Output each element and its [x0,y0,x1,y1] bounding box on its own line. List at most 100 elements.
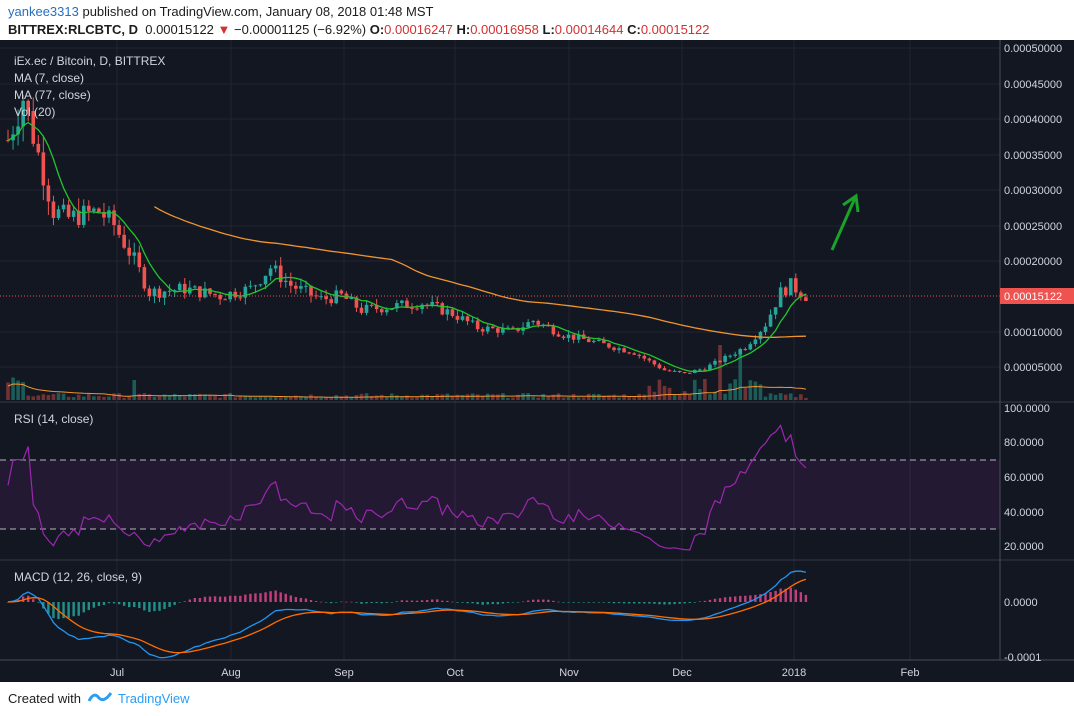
candle-body [213,293,217,295]
candle-body [162,291,167,298]
candle-body [289,280,293,286]
macd-histogram-bar [77,602,80,616]
macd-histogram-bar [804,594,808,602]
macd-axis[interactable]: 0.0000 -0.0001 [1004,597,1041,664]
volume-bar [632,397,636,400]
footer: Created with TradingView [0,682,1074,716]
candle-body [97,208,101,212]
candle-body [526,322,530,328]
time-axis[interactable]: Jul Aug Sep Oct Nov Dec 2018 Feb [110,667,920,679]
volume-bar [16,380,20,400]
macd-histogram-bar [102,602,106,606]
time-axis-label: Sep [334,667,354,679]
candle-body [410,307,414,309]
candle-body [430,301,434,305]
macd-histogram-bar [425,600,429,602]
macd-histogram-bar [254,593,257,602]
macd-histogram-bar [415,600,419,602]
macd-histogram-bar [218,596,222,602]
volume-bar [339,396,344,400]
candle-body [652,360,657,365]
macd-histogram-bar [693,602,696,603]
volume-bar [622,394,626,400]
volume-bar [738,350,743,400]
volume-bar [778,393,783,400]
macd-histogram-bar [67,602,70,619]
volume-bar [66,396,71,400]
tradingview-logo-icon[interactable] [88,689,112,705]
macd-histogram-bar [612,602,616,604]
legend-vol: Vol (20) [14,105,55,119]
macd-histogram-bar [542,599,545,602]
candle-body [799,292,803,298]
volume-bar [657,379,662,400]
macd-histogram-bar [294,597,298,602]
candle-body [506,327,510,329]
candle-body [511,327,515,329]
volume-bar [460,395,465,400]
last-price: 0.00015122 [145,22,214,37]
chart-header: yankee3313 published on TradingView.com,… [0,0,1074,40]
volume-bar [162,394,167,400]
macd-histogram-bar [481,602,484,605]
candle-body [592,340,596,343]
volume-bar [728,383,732,400]
macd-histogram-bar [143,602,146,611]
volume-bar [198,393,202,400]
candle-body [440,303,445,315]
candle-body [561,336,566,339]
macd-histogram-bar [521,601,525,603]
candle-body [748,344,753,350]
tradingview-link[interactable]: TradingView [118,691,190,706]
macd-histogram-bar [547,599,550,602]
volume-bar [81,396,86,400]
candle-body [334,290,339,304]
symbol-title: iEx.ec / Bitcoin, D, BITTREX [14,54,165,68]
volume-bar [193,394,197,400]
created-with-text: Created with [8,691,81,706]
author-link[interactable]: yankee3313 [8,4,79,19]
chart-canvas[interactable]: 0.00050000 0.00045000 0.00040000 0.00035000… [0,40,1074,682]
macd-histogram-bar [32,599,35,602]
volume-bar [87,394,91,400]
open-value: 0.00016247 [384,22,453,37]
candle-body [16,126,20,135]
candle-body [475,320,480,330]
volume-bar [667,387,672,400]
candle-body [733,354,737,356]
price-axis-label: 0.00030000 [1004,185,1062,197]
candle-body [137,252,142,268]
volume-bar [662,385,667,400]
candle-body [193,286,197,288]
candle-body [738,349,743,355]
chart-area[interactable]: 0.00050000 0.00045000 0.00040000 0.00035000… [0,40,1074,682]
price-axis[interactable]: 0.00050000 0.00045000 0.00040000 0.00035000… [1004,43,1062,374]
macd-histogram-bar [723,597,727,602]
candle-body [177,283,182,291]
volume-bar [637,393,642,400]
arrow-head-icon [842,193,860,213]
candle-body [607,343,611,348]
legend-ma7: MA (7, close) [14,71,84,85]
candle-body [21,100,25,127]
volume-bar [76,394,81,400]
volume-bar [617,397,621,400]
close-label: C: [627,22,641,37]
volume-bar [470,393,475,400]
up-arrow-annotation[interactable] [830,193,860,251]
volume-bar [687,394,692,400]
candle-body [445,309,450,315]
macd-histogram-bar [183,601,186,602]
macd-histogram-bar [365,602,368,604]
volume-bar [258,396,263,400]
candle-body [617,348,621,351]
macd-histogram-bar [552,600,555,602]
volume-bar [26,395,30,400]
macd-axis-label: 0.0000 [1004,597,1038,609]
macd-histogram-bar [249,593,252,602]
volume-ma-line [7,383,806,398]
volume-bar [56,393,61,400]
candle-body [713,360,717,365]
rsi-axis[interactable]: 100.0000 80.0000 60.0000 40.0000 20.0000 [1004,403,1050,553]
macd-histogram-bar [597,602,601,603]
